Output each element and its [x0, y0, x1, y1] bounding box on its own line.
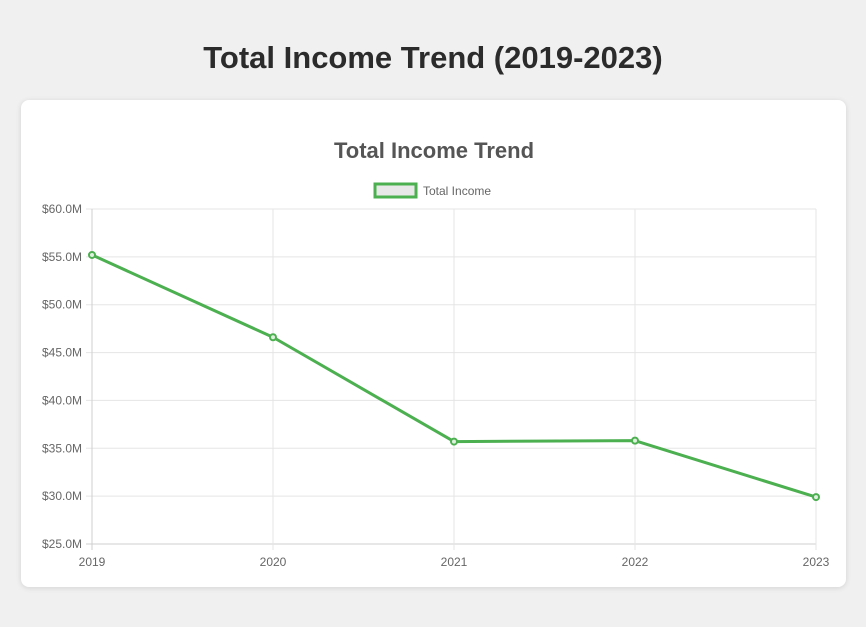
- y-axis: $60.0M $55.0M $50.0M $45.0M $40.0M $35.0M $30.…: [42, 202, 82, 551]
- page-title: Total Income Trend (2019-2023): [203, 40, 663, 75]
- x-tick-label: 2023: [803, 555, 830, 569]
- legend-swatch: [373, 182, 418, 199]
- y-tick-label: $25.0M: [42, 537, 82, 551]
- grid: [86, 208, 817, 550]
- line-chart: Total Income Trend Total Income $60.0M $5…: [42, 138, 830, 569]
- data-point: [631, 436, 639, 445]
- y-tick-label: $35.0M: [42, 441, 82, 455]
- legend-label: Total Income: [423, 184, 491, 198]
- chart-title: Total Income Trend: [334, 138, 534, 163]
- x-axis: 2019 2020 2021 2022 2023: [79, 555, 830, 569]
- y-tick-label: $55.0M: [42, 250, 82, 264]
- data-point: [812, 493, 820, 502]
- chart-card: Total Income Trend Total Income $60.0M $5…: [21, 100, 846, 587]
- y-tick-label: $30.0M: [42, 489, 82, 503]
- data-point: [450, 437, 458, 446]
- y-tick-label: $60.0M: [42, 202, 82, 216]
- y-tick-label: $40.0M: [42, 393, 82, 407]
- series-total-income: [88, 250, 820, 502]
- y-tick-label: $45.0M: [42, 346, 82, 360]
- legend[interactable]: Total Income: [373, 182, 491, 199]
- x-tick-label: 2020: [260, 555, 287, 569]
- x-tick-label: 2022: [622, 555, 649, 569]
- x-tick-label: 2021: [441, 555, 468, 569]
- x-tick-label: 2019: [79, 555, 106, 569]
- y-tick-label: $50.0M: [42, 298, 82, 312]
- data-point: [88, 250, 96, 259]
- data-point: [269, 333, 277, 342]
